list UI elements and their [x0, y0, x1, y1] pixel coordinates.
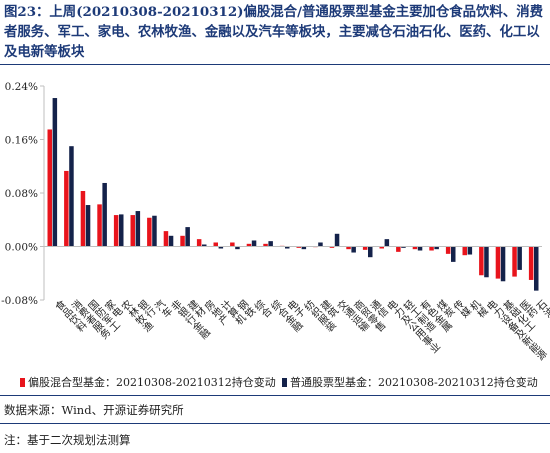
bar-series-2 — [434, 246, 439, 250]
bar-series-1 — [479, 246, 484, 276]
bar-series-2 — [484, 246, 489, 278]
bar-series-2 — [384, 239, 390, 247]
legend-label-series-2: 普通股票型基金：20210308-20210312持仓变动 — [290, 376, 538, 389]
bar-series-2 — [202, 244, 207, 247]
bar-chart: 0.24%0.16%0.08%0.00%-0.08% 食品饮料消费者服务国防军工家… — [1, 81, 550, 364]
source-rule — [0, 423, 550, 424]
bar-series-2 — [285, 246, 290, 249]
bar-series-2 — [218, 246, 224, 249]
bar-series-1 — [47, 129, 52, 247]
y-tick-label: 0.16% — [5, 135, 38, 147]
y-tick-label: 0.24% — [5, 81, 38, 93]
bar-series-2 — [152, 215, 157, 247]
source-text: 数据来源：Wind、开源证券研究所 — [4, 403, 184, 417]
bar-series-2 — [52, 98, 58, 247]
bar-series-2 — [102, 182, 107, 247]
bar-series-1 — [113, 215, 119, 247]
bar-series-1 — [80, 190, 86, 247]
legend-swatch-series-2 — [282, 378, 287, 387]
note-text: 注：基于二次规划法测算 — [4, 433, 131, 447]
bar-series-1 — [346, 246, 351, 250]
bar-series-2 — [251, 240, 257, 247]
bar-series-1 — [445, 246, 451, 254]
bar-series-2 — [534, 246, 539, 291]
bar-series-2 — [417, 246, 423, 251]
bar-series-1 — [495, 246, 501, 279]
bar-series-1 — [246, 243, 252, 247]
bar-series-1 — [296, 246, 301, 248]
y-tick-label: -0.08% — [1, 295, 38, 307]
bar-series-2 — [268, 241, 273, 247]
bar-series-2 — [135, 211, 141, 247]
bar-series-1 — [362, 246, 368, 250]
bar-series-2 — [85, 205, 91, 247]
bar-series-2 — [168, 235, 174, 247]
bar-series-2 — [334, 233, 340, 247]
bar-series-2 — [235, 246, 240, 250]
bar-series-1 — [379, 246, 384, 249]
bar-series-1 — [147, 217, 152, 247]
bar-series-1 — [263, 243, 268, 247]
bar-series-1 — [64, 170, 69, 247]
bar-series-2 — [351, 246, 356, 253]
bar-series-1 — [462, 246, 467, 256]
bar-series-1 — [528, 246, 534, 280]
bar-series-2 — [69, 146, 74, 247]
bar-series-1 — [163, 231, 169, 247]
bar-series-2 — [185, 227, 190, 247]
bar-series-2 — [500, 246, 506, 282]
x-tick-label: 石油石化 — [533, 298, 550, 335]
bar-series-1 — [180, 235, 185, 247]
bar-series-1 — [396, 246, 401, 252]
legend-item-series-1: 偏股混合型基金：20210308-20210312持仓变动 — [20, 374, 276, 390]
bar-series-2 — [401, 246, 406, 248]
bar-series-2 — [467, 246, 473, 255]
bar-series-2 — [318, 242, 323, 247]
bar-series-1 — [412, 246, 418, 250]
legend-swatch-series-1 — [20, 378, 25, 387]
y-tick-label: 0.08% — [5, 188, 38, 200]
bar-series-1 — [329, 246, 335, 248]
bar-series-1 — [130, 215, 135, 247]
bar-series-1 — [230, 242, 235, 247]
bar-series-1 — [213, 242, 218, 247]
figure-title: 图23：上周(20210308-20210312)偏股混合/普通股票型基金主要加… — [4, 4, 543, 60]
chart-legend: 偏股混合型基金：20210308-20210312持仓变动 普通股票型基金：20… — [20, 371, 550, 391]
legend-item-series-2: 普通股票型基金：20210308-20210312持仓变动 — [282, 374, 538, 390]
bar-series-2 — [517, 246, 522, 270]
bar-series-2 — [119, 214, 124, 247]
bar-series-2 — [301, 246, 307, 250]
legend-rule — [0, 395, 550, 396]
bar-series-1 — [196, 239, 202, 247]
bar-series-1 — [512, 246, 517, 277]
legend-label-series-1: 偏股混合型基金：20210308-20210312持仓变动 — [28, 376, 276, 389]
bar-series-2 — [451, 246, 456, 262]
bar-series-1 — [429, 246, 434, 251]
bar-series-1 — [97, 204, 102, 247]
bar-series-2 — [368, 246, 373, 258]
y-tick-label: 0.00% — [5, 242, 38, 254]
title-rule — [0, 64, 550, 65]
